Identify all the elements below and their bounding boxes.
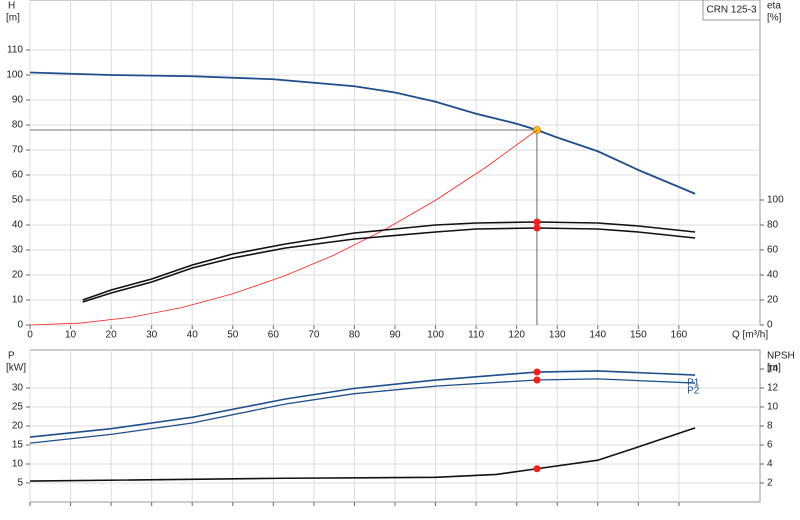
series-label: P2	[687, 386, 700, 397]
y2-tick-label: 6	[767, 440, 773, 451]
y-tick-label: 25	[12, 402, 24, 413]
y-tick-label: 5	[17, 478, 23, 489]
curve	[82, 227, 696, 303]
x-tick-label: 40	[187, 330, 199, 341]
y-axis-unit: [kW]	[6, 363, 26, 374]
y-tick-label: 15	[12, 440, 24, 451]
operating-point	[533, 368, 541, 376]
x-tick-label: 30	[146, 330, 158, 341]
y-tick-label: 10	[12, 295, 24, 306]
operating-point	[533, 465, 541, 473]
y2-axis-unit: [m]	[767, 363, 781, 374]
x-tick-label: 130	[549, 330, 566, 341]
y-axis-unit: [m]	[6, 13, 20, 24]
y-tick-label: 60	[12, 170, 24, 181]
y-tick-label: 90	[12, 95, 24, 106]
y-tick-label: 70	[12, 145, 24, 156]
curve	[82, 221, 696, 301]
x-tick-label: 160	[671, 330, 688, 341]
curve	[29, 370, 696, 438]
y2-tick-label: 10	[767, 402, 779, 413]
y2-tick-label: 60	[767, 245, 779, 256]
y-axis-label: H	[8, 1, 15, 12]
y2-tick-label: 0	[767, 320, 773, 331]
curve	[29, 427, 696, 482]
chart-title: CRN 125-3	[706, 5, 756, 16]
y-tick-label: 10	[12, 459, 24, 470]
x-tick-label: 20	[106, 330, 118, 341]
x-tick-label: 70	[308, 330, 320, 341]
y-tick-label: 20	[12, 421, 24, 432]
x-tick-label: 60	[268, 330, 280, 341]
y2-tick-label: 8	[767, 421, 773, 432]
x-tick-label: 0	[27, 330, 33, 341]
y2-tick-label: 12	[767, 383, 779, 394]
y-tick-label: 40	[12, 220, 24, 231]
y-tick-label: 30	[12, 383, 24, 394]
x-tick-label: 150	[630, 330, 647, 341]
x-tick-label: 120	[508, 330, 525, 341]
y2-tick-label: 4	[767, 459, 773, 470]
y-tick-label: 50	[12, 195, 24, 206]
y2-axis-label: NPSH	[767, 351, 795, 362]
y2-tick-label: 100	[767, 195, 784, 206]
y2-tick-label: 40	[767, 270, 779, 281]
x-tick-label: 10	[65, 330, 77, 341]
operating-point	[533, 218, 541, 226]
y-tick-label: 30	[12, 245, 24, 256]
y-tick-label: 80	[12, 120, 24, 131]
y2-axis-unit: [%]	[767, 13, 782, 24]
operating-point	[533, 376, 541, 384]
curve	[29, 378, 696, 444]
x-tick-label: 110	[468, 330, 484, 341]
x-axis-label: Q [m³/h]	[732, 330, 768, 341]
x-tick-label: 140	[589, 330, 606, 341]
y2-tick-label: 20	[767, 295, 779, 306]
y-axis-label: P	[8, 351, 15, 362]
curve	[29, 129, 538, 326]
curve	[29, 71, 696, 195]
operating-point	[533, 224, 541, 232]
y-tick-label: 0	[17, 320, 23, 331]
y-tick-label: 20	[12, 270, 24, 281]
y2-axis-label: eta	[767, 1, 781, 12]
title-box	[702, 0, 761, 21]
operating-point	[533, 126, 541, 134]
y-tick-label: 110	[7, 45, 23, 56]
y2-tick-label: 2	[767, 478, 773, 489]
x-tick-label: 80	[349, 330, 361, 341]
y2-tick-label: 80	[767, 220, 779, 231]
x-tick-label: 90	[389, 330, 401, 341]
x-tick-label: 50	[227, 330, 239, 341]
y-tick-label: 100	[6, 70, 23, 81]
x-tick-label: 100	[427, 330, 444, 341]
y2-tick-label: 14	[767, 364, 779, 375]
